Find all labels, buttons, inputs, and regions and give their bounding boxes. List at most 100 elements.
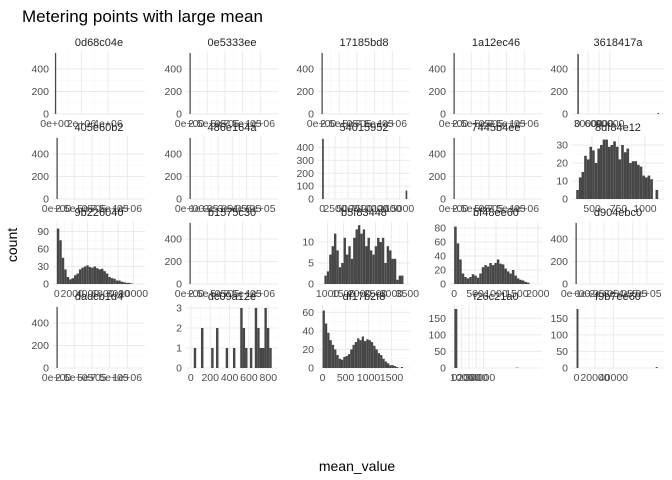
facet-panel-54015952: 5401595201002003004000250050007500100001… [296, 122, 414, 215]
facet-panel-405e60b2: 405e60b2 0 200 400 0e+002.5e+055e+057.5e+051… [31, 122, 145, 215]
facet-strip-label: 7445b4ee [472, 122, 521, 134]
y-tick-label: 90 [37, 226, 49, 238]
histogram-bar [396, 367, 399, 368]
histogram-bar [324, 323, 328, 368]
x-tick-label: 0e+00 [40, 118, 70, 130]
facet-strip-label: 9b226040 [75, 207, 124, 219]
x-tick-label: 4e+05 [232, 203, 262, 215]
x-tick-label: 1e+06 [113, 372, 143, 384]
histogram-bar [524, 281, 527, 284]
histogram-bar [389, 365, 392, 368]
x-tick-label: 5e+05 [210, 288, 240, 300]
histogram-bar [56, 307, 58, 368]
histogram-bar [345, 254, 349, 284]
histogram-bar [334, 349, 337, 368]
histogram-bar [365, 246, 368, 284]
histogram-bar [93, 266, 97, 284]
x-tick-label: 800 [260, 372, 278, 384]
x-tick-label: 12500 [372, 203, 401, 215]
x-tick-label: 2500 [323, 203, 347, 215]
histogram-bar [466, 278, 470, 284]
histogram-bar [262, 348, 265, 368]
y-tick-label: 3 [176, 303, 182, 315]
facet-panel-17185bd8: 17185bd8 0 200 400 0e+002.5e+055e+057.5e+051… [296, 37, 410, 130]
x-tick-label: 4000 [76, 288, 100, 300]
x-tick-label: 2.5e+05 [452, 203, 490, 215]
histogram-bar [74, 275, 77, 284]
x-tick-label: 1e+06 [113, 203, 143, 215]
histogram-bar [374, 246, 378, 284]
histogram-bar [575, 223, 577, 284]
histogram-bar [130, 283, 133, 284]
x-tick-label: 60000 [584, 118, 613, 130]
histogram-bar [380, 355, 383, 368]
y-tick-label: 300 [296, 155, 314, 167]
x-tick-label: 6000 [91, 288, 115, 300]
y-tick-label: 100 [428, 329, 446, 341]
y-tick-label: 400 [31, 149, 49, 161]
histogram-bar [400, 367, 404, 368]
x-tick-label: 2000 [526, 288, 550, 300]
y-tick-label: 60 [302, 307, 314, 319]
y-tick-label: 0 [440, 194, 446, 206]
histogram-bar [345, 355, 348, 368]
x-tick-label: 2.5e+05 [188, 118, 226, 130]
histogram-bar [69, 279, 72, 284]
histogram-bar [367, 237, 370, 284]
x-tick-label: 10000 [359, 203, 388, 215]
histogram-bar [626, 148, 630, 199]
facet-strip-label: 17185bd8 [340, 37, 389, 49]
x-tick-label: 2.5e+05 [452, 118, 490, 130]
histogram-bar [347, 354, 351, 368]
facet-strip-label: 0d68c04e [75, 37, 123, 49]
y-tick-label: 0 [43, 109, 49, 121]
histogram-bar [387, 363, 390, 368]
histogram-bar [454, 308, 458, 368]
x-tick-label: 5e+05 [474, 203, 504, 215]
x-tick-label: 1e+06 [378, 118, 408, 130]
histogram-bar [629, 163, 632, 199]
histogram-bar [56, 228, 60, 284]
x-tick-label: 3000 [465, 372, 489, 384]
histogram-bar [496, 259, 500, 284]
facet-strip-label: d904ebc0 [594, 207, 642, 219]
histogram-bar [118, 280, 121, 284]
x-tick-label: 1000 [484, 288, 508, 300]
y-tick-label: 400 [164, 149, 182, 161]
histogram-bar [381, 237, 385, 284]
y-tick-label: 400 [164, 64, 182, 76]
y-tick-label: 0 [562, 109, 568, 121]
histogram-bar [343, 237, 346, 284]
x-tick-label: 7.5e+05 [487, 203, 525, 215]
y-tick-label: 0 [43, 194, 49, 206]
x-tick-label: 2000 [348, 288, 372, 300]
x-tick-label: 30000 [574, 118, 603, 130]
x-tick-label: 1e+06 [510, 118, 540, 130]
histogram-bar [481, 267, 485, 284]
histogram-bar [623, 152, 627, 199]
histogram-bar [211, 348, 214, 368]
x-tick-label: 3e+05 [218, 203, 248, 215]
histogram-bar [329, 340, 332, 368]
histogram-bar [326, 271, 330, 284]
histogram-bar [377, 353, 381, 368]
facet-panel-b1575c30: b1575c30 0 200 400 0e+002.5e+055e+057.5e+051… [164, 207, 278, 300]
y-tick-label: 0 [308, 109, 314, 121]
x-tick-label: 2.5e+05 [55, 372, 93, 384]
histogram-bar [54, 53, 57, 114]
histogram-bar [257, 328, 260, 368]
x-tick-label: 2.5e+05 [320, 118, 358, 130]
histogram-bar [64, 269, 67, 284]
facet-strip-label: dc09a12e [208, 291, 256, 303]
histogram-bar [509, 273, 512, 284]
histogram-bar [607, 146, 611, 199]
histogram-bar [391, 365, 394, 368]
histogram-bar [354, 342, 358, 368]
x-tick-label: 2e+06 [67, 118, 97, 130]
x-tick-label: 500 [337, 372, 355, 384]
x-tick-label: 2000 [60, 288, 84, 300]
histogram-bar [350, 258, 354, 284]
x-tick-label: 0e+00 [42, 203, 72, 215]
